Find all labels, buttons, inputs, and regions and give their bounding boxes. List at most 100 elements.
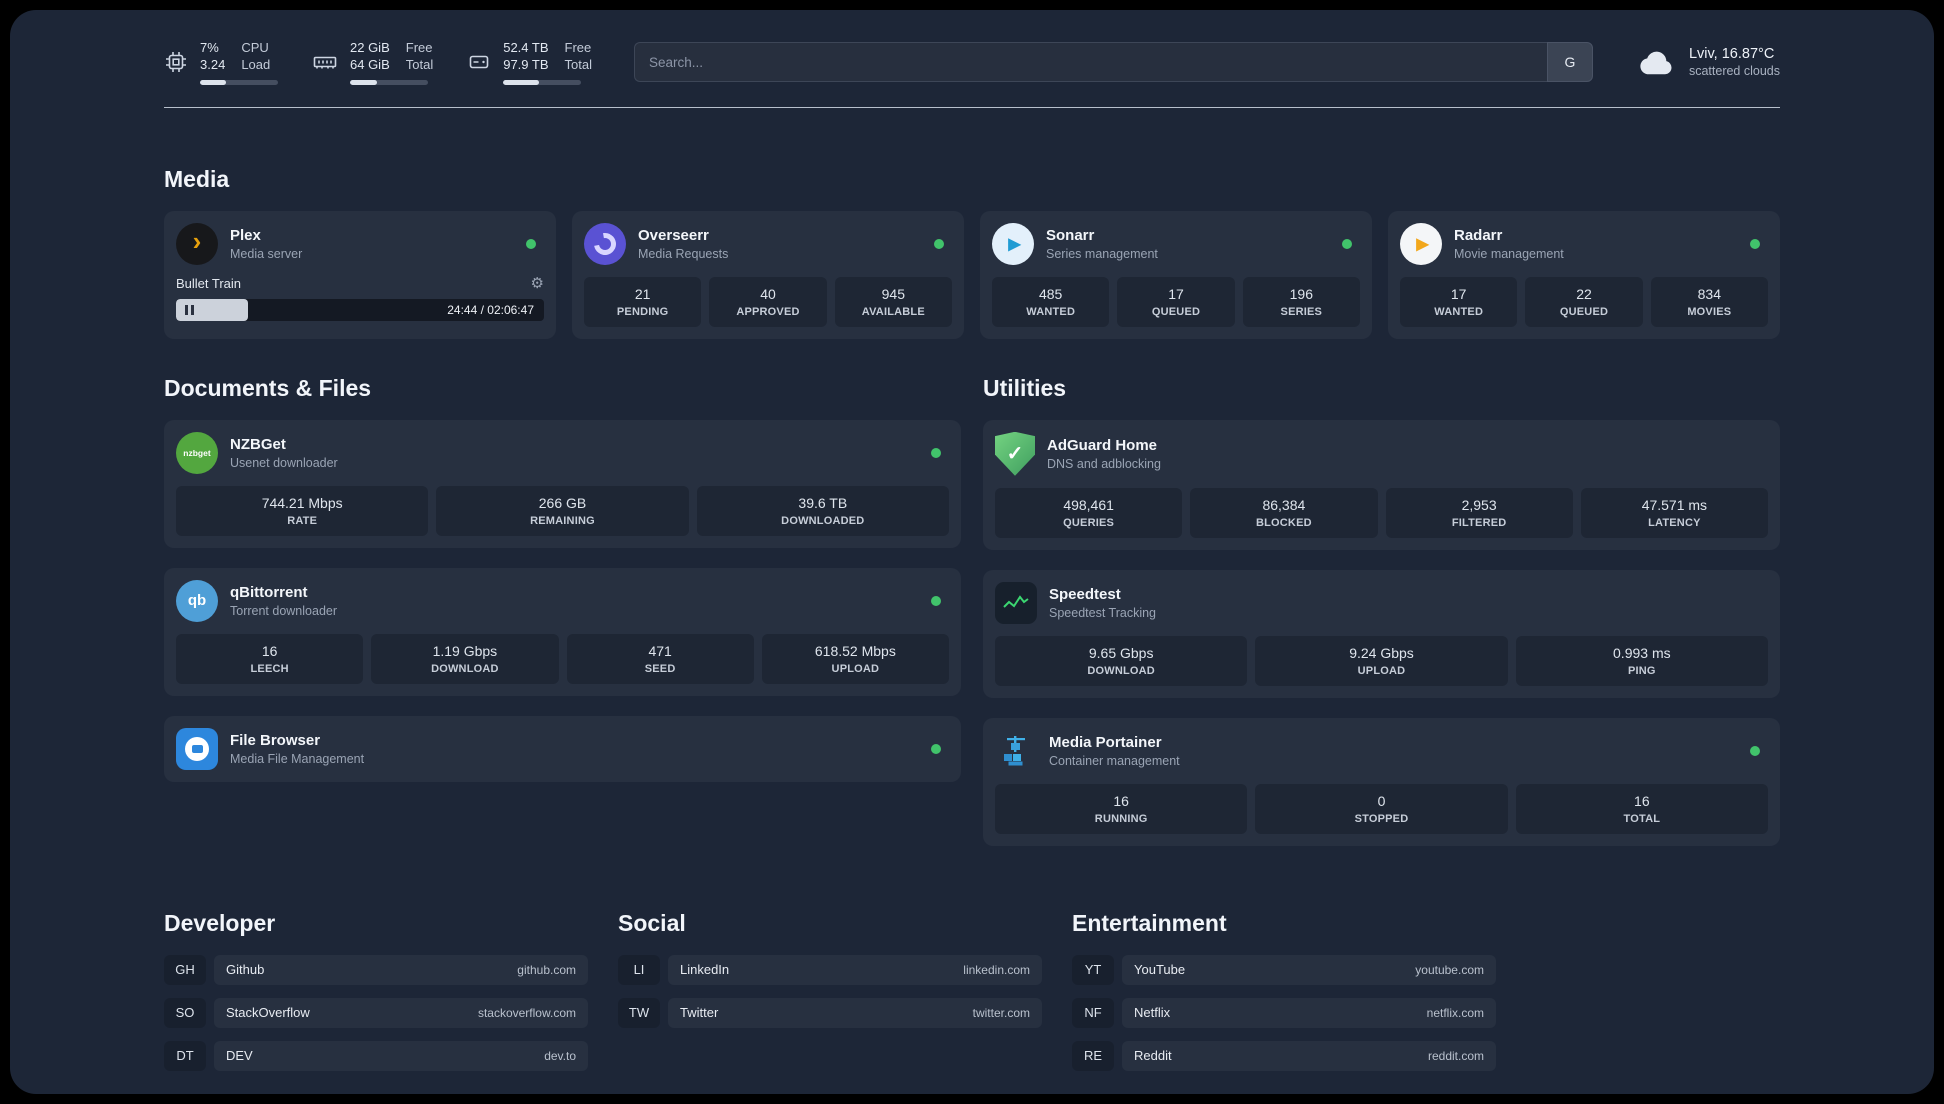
stat-value: 9.24 Gbps — [1349, 644, 1414, 661]
stat-tile: 16 LEECH — [176, 633, 364, 684]
bookmark-link-stackoverflow[interactable]: StackOverflow stackoverflow.com — [214, 997, 588, 1028]
bookmark-domain: linkedin.com — [963, 962, 1030, 977]
stat-label: REMAINING — [530, 514, 595, 527]
service-card-nzbget[interactable]: nzbget NZBGet Usenet downloader 744.21 M… — [164, 419, 961, 548]
service-card-radarr[interactable]: ▶ Radarr Movie management 17 WANTED 22 Q… — [1388, 210, 1780, 339]
playback-progress-bar[interactable]: 24:44 / 02:06:47 — [176, 298, 544, 321]
search-provider-button[interactable]: G — [1546, 42, 1593, 83]
bookmark-row: NF Netflix netflix.com — [1072, 997, 1496, 1028]
bookmark-row: RE Reddit reddit.com — [1072, 1040, 1496, 1071]
filebrowser-icon — [176, 727, 218, 770]
search-input[interactable] — [633, 42, 1547, 83]
bookmark-link-netflix[interactable]: Netflix netflix.com — [1122, 997, 1496, 1028]
stat-label: DOWNLOADED — [781, 514, 865, 527]
bookmark-link-youtube[interactable]: YouTube youtube.com — [1122, 954, 1496, 985]
stat-value: 22 — [1576, 285, 1592, 302]
stat-label: SEED — [644, 662, 676, 675]
bookmark-domain: stackoverflow.com — [477, 1005, 576, 1020]
service-card-adguard[interactable]: ✓ AdGuard Home DNS and adblocking 498,46… — [983, 419, 1780, 550]
section-title-media: Media — [164, 165, 230, 192]
status-dot — [931, 743, 941, 754]
disk-total: 97.9 TB — [503, 56, 549, 72]
overseerr-icon — [584, 222, 626, 265]
status-dot — [931, 447, 941, 458]
bookmark-group-developer: Developer GH Github github.com SO StackO… — [164, 910, 588, 1084]
bookmark-name: YouTube — [1134, 962, 1186, 978]
stat-tile: 17 QUEUED — [1117, 276, 1235, 327]
memory-total-label: Total — [405, 56, 434, 72]
service-card-plex[interactable]: › Plex Media server Bullet Train ⚙ 24:44… — [164, 210, 556, 339]
bookmark-row: GH Github github.com — [164, 954, 588, 985]
bookmark-group-social: Social LI LinkedIn linkedin.com TW Twitt… — [618, 910, 1042, 1084]
disk-icon — [467, 50, 491, 74]
bookmark-domain: twitter.com — [972, 1005, 1030, 1020]
section-title-entertainment: Entertainment — [1072, 909, 1227, 936]
bookmark-link-github[interactable]: Github github.com — [214, 954, 588, 985]
stat-value: 1.19 Gbps — [432, 642, 498, 659]
stat-label: FILTERED — [1451, 516, 1507, 529]
service-card-filebrowser[interactable]: File Browser Media File Management — [164, 715, 961, 782]
bookmark-abbr: NF — [1072, 997, 1114, 1028]
stat-label: QUEUED — [1559, 305, 1609, 318]
stat-label: STOPPED — [1354, 812, 1409, 825]
stat-label: UPLOAD — [1357, 664, 1406, 677]
stat-value: 40 — [760, 285, 776, 302]
stat-tile: 47.571 ms LATENCY — [1580, 487, 1768, 538]
cpu-load-label: Load — [241, 56, 271, 72]
bookmark-link-reddit[interactable]: Reddit reddit.com — [1122, 1040, 1496, 1071]
stat-tile: 744.21 Mbps RATE — [176, 485, 429, 536]
status-dot — [526, 238, 536, 249]
service-name: Radarr — [1454, 226, 1503, 244]
gear-icon[interactable]: ⚙ — [530, 274, 544, 292]
pause-icon[interactable] — [185, 304, 194, 315]
stat-label: QUERIES — [1063, 516, 1115, 529]
bookmark-link-linkedin[interactable]: LinkedIn linkedin.com — [668, 954, 1042, 985]
stat-label: DOWNLOAD — [1087, 664, 1155, 677]
stat-tile: 39.6 TB DOWNLOADED — [696, 485, 949, 536]
stat-value: 744.21 Mbps — [261, 494, 343, 511]
service-card-sonarr[interactable]: ▶ Sonarr Series management 485 WANTED 17… — [980, 210, 1372, 339]
stat-tile: 618.52 Mbps UPLOAD — [761, 633, 949, 684]
stat-value: 16 — [1113, 792, 1129, 809]
portainer-crane-icon — [995, 730, 1037, 772]
disk-total-label: Total — [564, 56, 592, 72]
media-card-row: › Plex Media server Bullet Train ⚙ 24:44… — [164, 210, 1780, 339]
stat-tile: 485 WANTED — [992, 276, 1110, 327]
stat-value: 16 — [1634, 792, 1650, 809]
service-card-portainer[interactable]: Media Portainer Container management 16 … — [983, 717, 1780, 846]
memory-total: 64 GiB — [350, 56, 390, 72]
disk-free-label: Free — [564, 40, 592, 55]
service-subtitle: Series management — [1046, 246, 1158, 261]
status-dot — [1750, 238, 1760, 249]
bookmark-link-twitter[interactable]: Twitter twitter.com — [668, 997, 1042, 1028]
top-bar: 7% 3.24 CPU Load — [164, 10, 1780, 85]
stat-value: 16 — [261, 642, 278, 659]
bookmark-abbr: TW — [618, 997, 660, 1028]
service-card-qbittorrent[interactable]: qb qBittorrent Torrent downloader 16 LEE… — [164, 567, 961, 696]
stat-tile: 834 MOVIES — [1650, 276, 1768, 327]
stat-tile: 22 QUEUED — [1525, 276, 1643, 327]
bookmark-link-dev[interactable]: DEV dev.to — [214, 1040, 588, 1071]
status-dot — [1750, 745, 1760, 756]
stat-tile: 0 STOPPED — [1255, 783, 1508, 834]
stat-value: 47.571 ms — [1641, 496, 1708, 513]
bookmark-abbr: LI — [618, 954, 660, 985]
service-name: qBittorrent — [230, 583, 308, 601]
weather-condition: scattered clouds — [1688, 64, 1780, 79]
stat-value: 485 — [1038, 285, 1063, 302]
ram-icon — [312, 50, 338, 74]
bookmark-domain: reddit.com — [1427, 1048, 1484, 1063]
cpu-load-value: 3.24 — [200, 56, 226, 72]
service-name: NZBGet — [230, 435, 286, 453]
service-card-speedtest[interactable]: Speedtest Speedtest Tracking 9.65 Gbps D… — [983, 569, 1780, 698]
service-card-overseerr[interactable]: Overseerr Media Requests 21 PENDING 40 A… — [572, 210, 964, 339]
stat-tile: 16 RUNNING — [995, 783, 1248, 834]
bookmark-domain: github.com — [517, 962, 576, 977]
bookmark-abbr: GH — [164, 954, 206, 985]
section-title-utilities: Utilities — [983, 374, 1067, 401]
sonarr-icon: ▶ — [992, 222, 1034, 265]
memory-usage-bar — [350, 79, 428, 85]
documents-column: Documents & Files nzbget NZBGet Usenet d… — [164, 375, 961, 846]
stat-tile: 498,461 QUERIES — [995, 487, 1183, 538]
adguard-shield-icon: ✓ — [995, 431, 1035, 476]
